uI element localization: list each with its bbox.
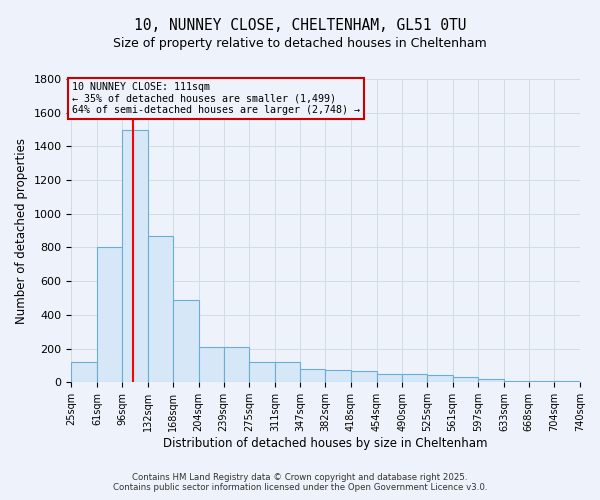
Bar	[452, 377, 478, 382]
Bar	[199, 347, 224, 382]
X-axis label: Distribution of detached houses by size in Cheltenham: Distribution of detached houses by size …	[163, 437, 488, 450]
Bar	[351, 372, 377, 382]
Bar	[71, 362, 97, 382]
Bar	[478, 379, 504, 382]
Text: 10 NUNNEY CLOSE: 111sqm
← 35% of detached houses are smaller (1,499)
64% of semi: 10 NUNNEY CLOSE: 111sqm ← 35% of detache…	[72, 82, 360, 114]
Bar	[402, 374, 427, 382]
Bar	[148, 236, 173, 382]
Bar	[173, 300, 199, 382]
Text: 10, NUNNEY CLOSE, CHELTENHAM, GL51 0TU: 10, NUNNEY CLOSE, CHELTENHAM, GL51 0TU	[134, 18, 466, 32]
Text: Contains HM Land Registry data © Crown copyright and database right 2025.
Contai: Contains HM Land Registry data © Crown c…	[113, 473, 487, 492]
Bar	[377, 374, 402, 382]
Bar	[301, 368, 325, 382]
Text: Size of property relative to detached houses in Cheltenham: Size of property relative to detached ho…	[113, 38, 487, 51]
Bar	[224, 347, 249, 382]
Bar	[249, 362, 275, 382]
Y-axis label: Number of detached properties: Number of detached properties	[15, 138, 28, 324]
Bar	[122, 130, 148, 382]
Bar	[275, 362, 301, 382]
Bar	[97, 248, 122, 382]
Bar	[427, 376, 452, 382]
Bar	[504, 380, 529, 382]
Bar	[325, 370, 351, 382]
